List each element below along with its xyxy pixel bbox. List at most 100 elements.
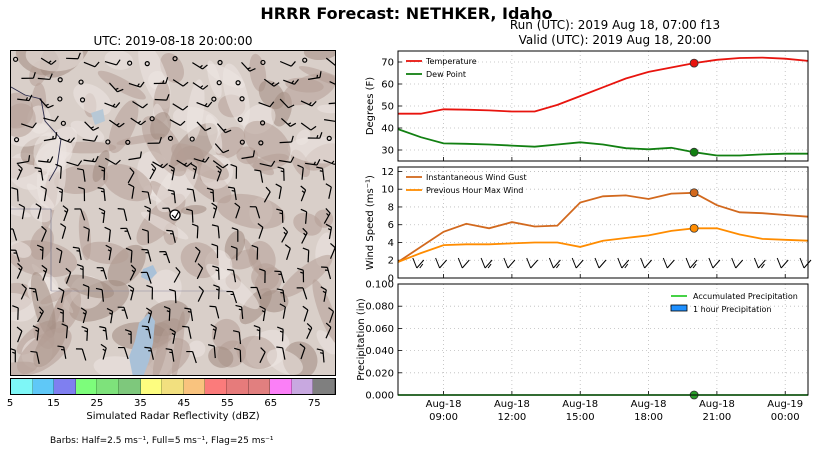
colorbar-tick-label: 25: [90, 398, 104, 409]
x-tick-label: Aug-18: [494, 399, 530, 410]
wind-barb: [277, 166, 285, 181]
wind-barb: [11, 228, 18, 241]
terrain-relief: [280, 254, 333, 298]
wind-barb: [212, 265, 220, 280]
terrain-relief: [36, 126, 78, 170]
wind-barb: [141, 325, 152, 339]
wind-barb: [731, 257, 744, 269]
wind-barb: [300, 208, 308, 224]
terrain-relief: [259, 290, 289, 313]
terrain-relief: [102, 164, 153, 202]
wind-barb: [62, 205, 69, 222]
wind-barb: [16, 326, 23, 343]
wind-barb: [132, 100, 148, 109]
y-tick-label: 0.000: [365, 391, 394, 402]
wind-barb: [302, 247, 310, 263]
wind-barb: [169, 328, 176, 344]
wind-barb: [308, 71, 322, 80]
wind-barb: [617, 257, 630, 269]
wind-barb: [776, 257, 789, 269]
map-canvas: [11, 51, 335, 375]
wind-barb: [83, 226, 90, 242]
wind-barb: [241, 61, 256, 72]
wind-barb: [84, 121, 100, 131]
wind-barb: [302, 305, 309, 322]
terrain-relief: [214, 126, 246, 159]
terrain-relief: [143, 300, 191, 337]
wind-barb: [159, 251, 171, 264]
terrain-relief: [180, 205, 207, 215]
wind-barb: [99, 326, 108, 340]
colorbar-tick-label: 75: [307, 398, 321, 409]
wind-barb: [104, 59, 121, 66]
main-title: HRRR Forecast: NETHKER, Idaho: [260, 4, 553, 23]
wind-barb: [82, 135, 98, 142]
calm-wind-circle: [237, 116, 243, 123]
wind-barb: [176, 159, 193, 168]
wind-barb: [61, 323, 69, 339]
wind-barb: [276, 346, 286, 360]
x-tick-label: 00:00: [771, 412, 800, 423]
wind-barb: [284, 244, 291, 260]
wind-barb: [297, 164, 304, 180]
wind-barb: [56, 247, 63, 264]
wind-barb: [128, 151, 142, 161]
terrain-relief: [243, 120, 291, 164]
terrain-relief: [11, 202, 31, 218]
wind-barb: [192, 62, 208, 70]
wind-barb: [41, 264, 48, 281]
legend-label: 1 hour Precipitation: [693, 305, 772, 314]
terrain-relief: [30, 202, 53, 223]
wind-barb: [258, 268, 266, 284]
x-tick-label: 18:00: [634, 412, 663, 423]
colorbar-cell: [54, 379, 76, 394]
wind-barb: [212, 160, 229, 169]
wind-barb: [263, 78, 280, 87]
wind-barb: [299, 343, 306, 360]
wind-barb: [325, 57, 335, 67]
colorbar-tick-label: 65: [264, 398, 278, 409]
wind-barb: [43, 132, 58, 142]
plot-area: [398, 284, 808, 395]
x-tick-label: 21:00: [702, 412, 731, 423]
wind-barb: [65, 267, 72, 284]
calm-wind-circle: [217, 59, 223, 66]
wind-barb: [37, 73, 53, 81]
wind-barb: [321, 266, 332, 280]
wind-barb: [38, 156, 54, 163]
wind-barb: [211, 202, 218, 219]
wind-barb: [59, 137, 75, 144]
y-tick-label: 0.080: [365, 302, 394, 313]
wind-barb: [329, 243, 335, 259]
terrain-relief: [17, 327, 72, 375]
wind-barb: [196, 263, 204, 280]
terrain-relief: [11, 103, 36, 138]
wind-barb: [305, 159, 321, 166]
wind-barb: [457, 257, 470, 269]
calm-wind-circle: [259, 120, 266, 126]
wind-barb: [301, 227, 308, 244]
wind-barb: [105, 244, 112, 261]
terrain-relief: [224, 230, 245, 260]
wind-barb: [163, 305, 171, 321]
y-axis-label: Degrees (F): [365, 77, 376, 135]
calm-wind-circle: [302, 57, 308, 63]
wind-barb: [235, 304, 244, 319]
series-line: [397, 227, 809, 263]
wind-barb: [194, 246, 201, 263]
wind-barb: [169, 288, 177, 304]
plot-area: [398, 167, 808, 278]
wind-barb: [274, 270, 285, 284]
wind-barb: [197, 285, 204, 302]
wind-barb: [125, 247, 133, 263]
terrain-relief: [222, 63, 250, 126]
wind-barb: [640, 257, 652, 269]
legend-label: Dew Point: [426, 70, 466, 79]
series-line: [398, 56, 809, 115]
wind-barb: [43, 115, 59, 122]
terrain-relief: [186, 79, 205, 143]
calm-wind-circle: [57, 77, 63, 83]
terrain-relief: [249, 53, 267, 92]
calm-wind-circle: [105, 139, 111, 145]
